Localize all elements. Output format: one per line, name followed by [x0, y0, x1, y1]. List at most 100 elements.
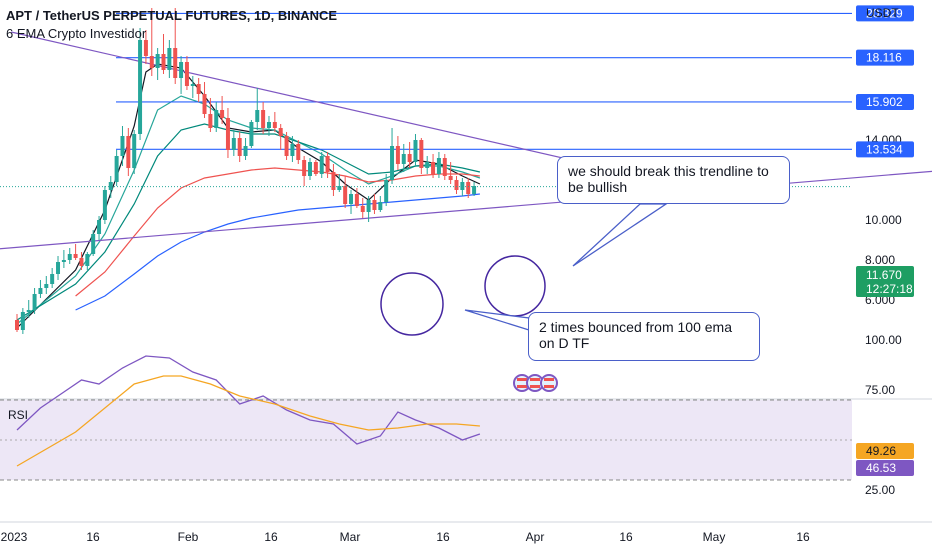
candle-body	[15, 320, 19, 330]
currency-label: USDT	[866, 6, 899, 20]
event-flag-icon	[540, 374, 558, 392]
time-tick-label: Feb	[178, 530, 199, 544]
chart-title: APT / TetherUS PERPETUAL FUTURES, 1D, BI…	[6, 8, 338, 23]
event-flag-stripe-icon	[530, 378, 540, 381]
level-badge	[856, 93, 914, 110]
candle-body	[56, 262, 61, 274]
candle-body	[167, 48, 172, 70]
candle-body	[448, 176, 453, 180]
time-tick-label: 16	[619, 530, 633, 544]
candle-body	[407, 154, 412, 162]
current-price-badge	[856, 266, 914, 297]
candle-body	[67, 254, 72, 260]
countdown-label: 12:27:18	[866, 282, 913, 296]
candle-body	[331, 172, 336, 190]
rsi-line	[16, 355, 481, 445]
bounce-circle-1	[380, 272, 444, 336]
level-badge-label: 20.329	[866, 6, 903, 20]
rsi-tick-label: 75.00	[865, 383, 895, 397]
event-flag-stripe-icon	[517, 378, 527, 381]
bounce-note-pointer	[464, 309, 530, 331]
candle-body	[161, 54, 166, 70]
level-badge-label: 13.534	[866, 142, 903, 156]
level-badge-label: 18.116	[866, 51, 902, 65]
candle-body	[454, 180, 459, 190]
candle-body	[308, 162, 312, 176]
level-badge-label: 15.902	[866, 95, 903, 109]
ema-30-line	[16, 123, 481, 321]
candle-body	[319, 156, 324, 174]
time-tick-label: 2023	[1, 530, 28, 544]
candle-body	[91, 234, 96, 254]
candle-body	[220, 110, 225, 118]
candle-body	[38, 288, 43, 294]
candle-body	[120, 136, 125, 156]
candle-body	[249, 122, 254, 146]
candle-body	[114, 156, 119, 182]
candle-body	[325, 156, 330, 172]
time-tick-label: 16	[86, 530, 100, 544]
candle-body	[61, 260, 66, 262]
rsi-tick-label: 100.00	[865, 333, 902, 347]
candle-body	[155, 54, 160, 68]
candle-body	[266, 122, 271, 128]
candle-body	[401, 154, 406, 164]
candle-body	[184, 62, 189, 86]
candle-body	[413, 140, 418, 162]
bounce-note[interactable]: 2 times bounced from 100 ema on D TF	[528, 312, 760, 361]
candle-body	[143, 40, 148, 56]
candle-body	[179, 62, 184, 78]
event-flag-stripe-icon	[544, 378, 554, 381]
indicator-name: 6 EMA Crypto Investidor	[6, 26, 147, 41]
candle-body	[272, 122, 277, 128]
rsi-label: RSI	[8, 408, 29, 422]
candle-body	[378, 202, 383, 210]
candle-body	[44, 284, 49, 288]
rsi-value-label: 49.26	[866, 444, 896, 458]
trendline-note[interactable]: we should break this trendline to be bul…	[557, 156, 790, 204]
candle-body	[50, 274, 55, 284]
candle-body	[237, 138, 242, 156]
candle-body	[102, 190, 107, 220]
candle-body	[255, 110, 260, 122]
candle-body	[278, 128, 283, 136]
rsi-ma-line	[16, 375, 480, 467]
candle-body	[302, 160, 307, 176]
ema-20-line	[16, 95, 481, 325]
bounce-circle-2	[484, 255, 546, 317]
candle-body	[343, 186, 348, 204]
current-price-label: 11.670	[866, 268, 902, 282]
candle-body	[419, 140, 424, 168]
bounce-note-text: 2 times bounced from 100 ema on D TF	[539, 319, 732, 351]
trendline-note-text: we should break this trendline to be bul…	[568, 163, 769, 195]
candle-body	[261, 110, 266, 128]
candle-body	[132, 134, 137, 168]
candle-body	[196, 84, 201, 94]
candle-body	[208, 114, 213, 128]
candle-body	[390, 146, 395, 180]
event-flag-stripe-icon	[544, 385, 554, 388]
candle-body	[138, 40, 143, 134]
candle-body	[214, 110, 219, 128]
candle-body	[20, 312, 25, 330]
candle-body	[32, 294, 37, 310]
level-badge	[856, 49, 914, 66]
candle-body	[354, 194, 359, 206]
candle-body	[296, 144, 301, 160]
candle-body	[284, 136, 289, 156]
rsi-ma-badge	[856, 460, 914, 476]
time-tick-label: 16	[264, 530, 278, 544]
time-tick-label: May	[703, 530, 726, 544]
candle-body	[384, 180, 389, 202]
rsi-tick-label: 25.00	[865, 483, 895, 497]
candle-body	[26, 310, 31, 312]
rsi-value-badge	[856, 443, 914, 459]
time-tick-label: 16	[436, 530, 450, 544]
level-badge	[856, 5, 914, 22]
time-tick-label: 16	[796, 530, 810, 544]
candle-body	[431, 162, 436, 174]
candle-body	[466, 182, 471, 194]
level-badge	[856, 141, 914, 158]
candle-body	[366, 200, 371, 212]
